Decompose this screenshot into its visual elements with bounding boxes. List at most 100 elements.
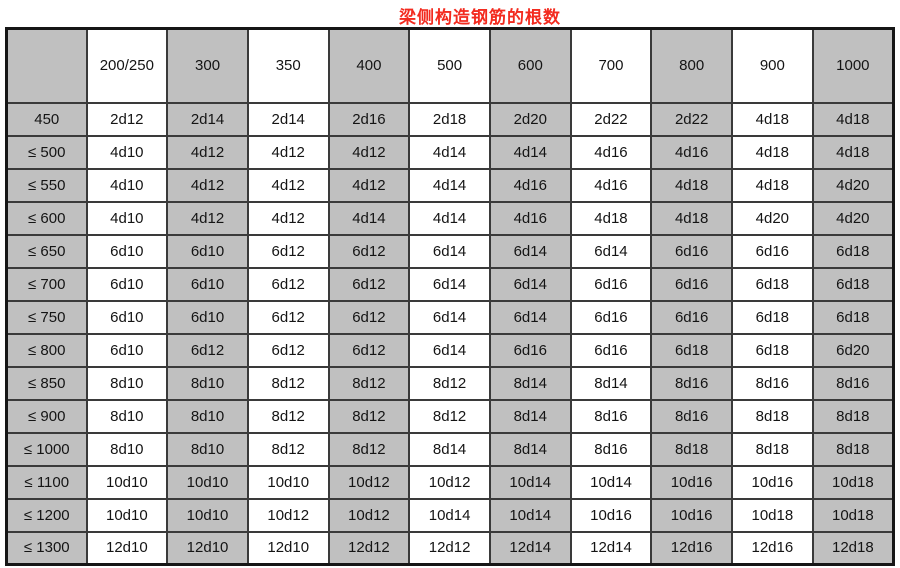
table-row: ≤ 550 4d10 4d12 4d12 4d12 4d14 4d16 4d16 4d18 4d1… [5, 167, 895, 203]
table-cell: 4d16 [569, 134, 653, 170]
table-cell: 10d16 [650, 464, 733, 500]
row-header: ≤ 500 [5, 134, 88, 170]
table-cell: 6d12 [327, 266, 411, 302]
table-cell: 8d12 [327, 365, 411, 401]
table-row: ≤ 1200 10d10 10d10 10d12 10d12 10d14 10d14 10d1… [5, 497, 895, 533]
table-cell: 10d10 [85, 464, 169, 500]
table-cell: 10d18 [811, 497, 895, 533]
table-cell: 4d16 [488, 200, 572, 236]
table-cell: 4d18 [569, 200, 653, 236]
row-header: ≤ 1300 [5, 530, 88, 566]
table-cell: 6d12 [327, 299, 411, 335]
column-header: 700 [569, 27, 653, 104]
row-header: ≤ 1100 [5, 464, 88, 500]
table-cell: 8d14 [408, 431, 491, 467]
table-cell: 6d16 [569, 299, 653, 335]
table-row: ≤ 800 6d10 6d12 6d12 6d12 6d14 6d16 6d16 6d18 6d1… [5, 332, 895, 368]
table-cell: 8d12 [408, 398, 491, 434]
table-cell: 4d10 [85, 167, 169, 203]
row-header: ≤ 900 [5, 398, 88, 434]
table-cell: 4d12 [246, 167, 330, 203]
table-cell: 8d16 [811, 365, 895, 401]
table-cell: 12d10 [85, 530, 169, 566]
table-cell: 6d16 [569, 332, 653, 368]
table-cell: 6d10 [166, 266, 249, 302]
table-row: ≤ 850 8d10 8d10 8d12 8d12 8d12 8d14 8d14 8d16 8d1… [5, 365, 895, 401]
table-cell: 4d18 [811, 101, 895, 137]
column-header: 300 [166, 27, 249, 104]
row-header: ≤ 600 [5, 200, 88, 236]
table-cell: 4d12 [166, 167, 249, 203]
table-cell: 8d14 [488, 431, 572, 467]
table-cell: 4d14 [408, 134, 491, 170]
table-cell: 4d18 [731, 101, 814, 137]
table-cell: 4d20 [811, 200, 895, 236]
table-cell: 6d12 [246, 299, 330, 335]
table-cell: 10d16 [569, 497, 653, 533]
table-body: 450 2d12 2d14 2d14 2d16 2d18 2d20 2d22 2d22 4d18 4… [5, 101, 895, 566]
table-cell: 8d16 [650, 365, 733, 401]
table-cell: 10d18 [811, 464, 895, 500]
table-cell: 10d14 [488, 497, 572, 533]
table-cell: 8d16 [731, 365, 814, 401]
table-cell: 12d10 [166, 530, 249, 566]
table-cell: 6d10 [166, 299, 249, 335]
table-cell: 6d14 [408, 233, 491, 269]
table-cell: 4d10 [85, 134, 169, 170]
table-cell: 10d14 [488, 464, 572, 500]
table-header: 200/250 300 350 400 500 600 700 800 900 1000 [5, 27, 895, 104]
table-cell: 6d18 [731, 299, 814, 335]
column-header: 350 [246, 27, 330, 104]
table-cell: 8d10 [166, 431, 249, 467]
table-cell: 6d18 [811, 266, 895, 302]
table-cell: 4d20 [731, 200, 814, 236]
table-cell: 6d16 [650, 299, 733, 335]
table-cell: 4d12 [327, 167, 411, 203]
table-cell: 8d16 [569, 431, 653, 467]
column-header: 500 [408, 27, 491, 104]
table-cell: 12d10 [246, 530, 330, 566]
table-cell: 4d18 [731, 134, 814, 170]
table-cell: 4d18 [811, 134, 895, 170]
row-header: ≤ 800 [5, 332, 88, 368]
table-row: ≤ 1000 8d10 8d10 8d12 8d12 8d14 8d14 8d16 8d18 8d… [5, 431, 895, 467]
column-header: 400 [327, 27, 411, 104]
table-cell: 6d18 [731, 266, 814, 302]
table-row: ≤ 900 8d10 8d10 8d12 8d12 8d12 8d14 8d16 8d16 8d1… [5, 398, 895, 434]
table-cell: 8d18 [731, 431, 814, 467]
table-cell: 10d10 [166, 464, 249, 500]
table-cell: 6d16 [650, 266, 733, 302]
row-header: ≤ 750 [5, 299, 88, 335]
table-cell: 6d12 [327, 233, 411, 269]
corner-header [5, 27, 88, 104]
table-cell: 4d12 [246, 200, 330, 236]
table-cell: 12d14 [569, 530, 653, 566]
table-cell: 6d16 [569, 266, 653, 302]
table-cell: 6d18 [731, 332, 814, 368]
row-header: ≤ 850 [5, 365, 88, 401]
table-cell: 2d16 [327, 101, 411, 137]
table-cell: 6d14 [488, 266, 572, 302]
table-cell: 4d16 [650, 134, 733, 170]
table-cell: 8d14 [569, 365, 653, 401]
table-cell: 4d14 [408, 167, 491, 203]
table-cell: 2d14 [246, 101, 330, 137]
table-cell: 6d10 [85, 299, 169, 335]
table-cell: 8d12 [327, 431, 411, 467]
table-cell: 6d12 [246, 233, 330, 269]
table-row: ≤ 750 6d10 6d10 6d12 6d12 6d14 6d14 6d16 6d16 6d1… [5, 299, 895, 335]
table-cell: 10d10 [246, 464, 330, 500]
rebar-count-table: 200/250 300 350 400 500 600 700 800 900 1000 450 2… [5, 27, 895, 566]
table-cell: 8d10 [166, 365, 249, 401]
table-cell: 2d12 [85, 101, 169, 137]
table-cell: 4d12 [246, 134, 330, 170]
table-cell: 8d14 [488, 398, 572, 434]
table-cell: 10d12 [408, 464, 491, 500]
table-cell: 8d12 [246, 431, 330, 467]
table-row: ≤ 1100 10d10 10d10 10d10 10d12 10d12 10d14 10d1… [5, 464, 895, 500]
table-cell: 12d16 [650, 530, 733, 566]
table-cell: 10d10 [85, 497, 169, 533]
table-cell: 2d22 [650, 101, 733, 137]
table-cell: 10d14 [408, 497, 491, 533]
table-row: ≤ 700 6d10 6d10 6d12 6d12 6d14 6d14 6d16 6d16 6d1… [5, 266, 895, 302]
